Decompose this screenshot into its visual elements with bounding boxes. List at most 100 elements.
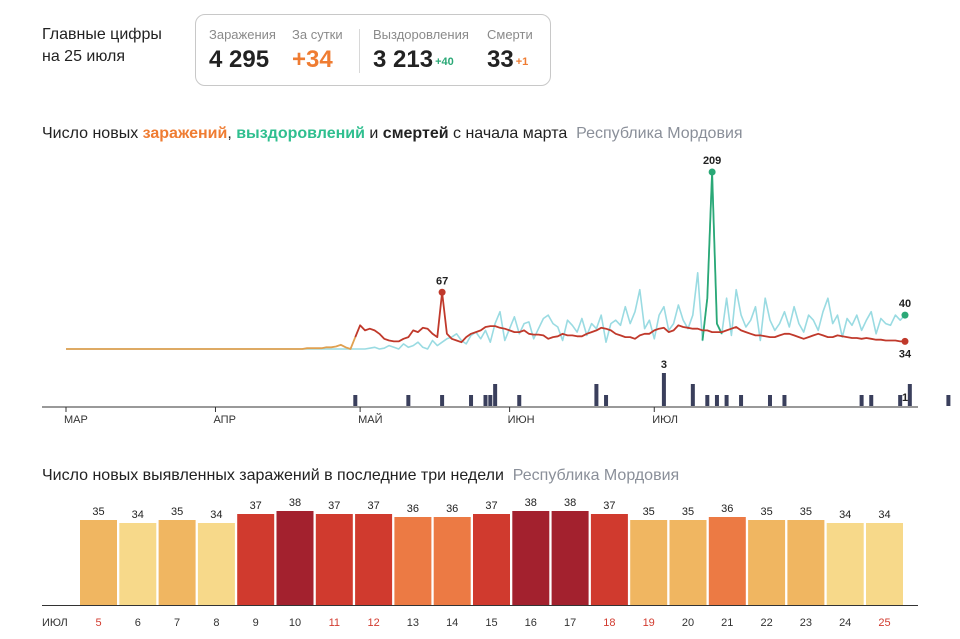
chart2-region: Республика Мордовия [512, 467, 680, 484]
day-bar [826, 523, 864, 605]
stat-recovered-value-row: 3 213 +40 [373, 46, 469, 74]
death-bar [483, 395, 488, 406]
death-bar [488, 395, 493, 406]
bar-value-label: 36 [721, 503, 733, 515]
day-label: 20 [682, 617, 694, 629]
death-bar [898, 395, 903, 406]
day-bar [276, 511, 314, 605]
bar-value-label: 35 [643, 506, 655, 518]
bar-value-label: 38 [289, 497, 301, 509]
day-bar [315, 514, 353, 605]
bar-value-label: 36 [446, 503, 458, 515]
bar-value-label: 35 [800, 506, 812, 518]
chart1-title-suffix: с начала марта [448, 125, 568, 142]
peak-recovered-label: 209 [703, 155, 721, 167]
day-bar [551, 511, 589, 605]
day-bar [158, 520, 196, 605]
infections-line [354, 291, 905, 344]
day-bar [590, 514, 628, 605]
death-bar [493, 384, 498, 406]
day-label: 16 [525, 617, 537, 629]
death-bar [690, 384, 695, 406]
day-bar [708, 517, 746, 605]
last-recovered-dot [901, 311, 909, 319]
death-bar [724, 395, 729, 406]
day-label: 8 [213, 617, 219, 629]
bar-value-label: 38 [525, 497, 537, 509]
stat-daily-label: За сутки [292, 27, 343, 42]
stats-box: Заражения 4 295 За сутки +34 Выздоровлен… [195, 14, 551, 86]
day-bar [433, 517, 471, 605]
death-bar [907, 384, 912, 406]
death-bar [714, 395, 719, 406]
day-label: 12 [367, 617, 379, 629]
chart1-title: Число новых заражений, выздоровлений и с… [42, 125, 743, 143]
last-infections-dot [901, 337, 909, 345]
stat-deaths-delta: +1 [515, 56, 529, 68]
stat-infections: Заражения 4 295 [209, 27, 276, 74]
bar-value-label: 34 [878, 509, 890, 521]
death-bar [782, 395, 787, 406]
day-label: 7 [174, 617, 180, 629]
bar-value-label: 35 [171, 506, 183, 518]
death-bar [661, 373, 666, 406]
death-bar [604, 395, 609, 406]
x-tick-label: МАЙ [358, 413, 382, 426]
chart2-title: Число новых выявленных заражений в после… [42, 467, 679, 485]
day-label: 11 [329, 617, 340, 629]
x-tick-label: МАР [64, 414, 88, 426]
bar-value-label: 36 [407, 503, 419, 515]
peak-infections-label: 67 [436, 275, 448, 287]
stat-infections-value: 4 295 [209, 46, 270, 73]
day-bar [80, 520, 117, 605]
bar-value-label: 37 [328, 500, 340, 512]
day-bar [237, 514, 275, 605]
bar-value-label: 37 [603, 500, 615, 512]
death-bar [739, 395, 744, 406]
last-recovered-label: 40 [899, 298, 911, 310]
infections-early-line [66, 336, 357, 350]
stat-recovered-label: Выздоровления [373, 27, 469, 42]
stat-daily: За сутки +34 [292, 27, 343, 74]
chart1-title-deaths: смертей [382, 125, 449, 142]
day-label: 6 [135, 617, 141, 629]
death-bar [859, 395, 864, 406]
day-label: 13 [407, 617, 419, 629]
chart1-title-infections: заражений [142, 125, 228, 142]
chart2-title-text: Число новых выявленных заражений в после… [42, 467, 504, 484]
bar-value-label: 37 [485, 500, 497, 512]
headline-line2: на 25 июля [42, 48, 126, 65]
day-label: 21 [721, 617, 733, 629]
day-bar [119, 523, 157, 605]
month-label: ИЮЛ [42, 617, 68, 629]
death-bar [594, 384, 599, 406]
last-deaths-label: 1 [902, 392, 908, 404]
day-label: 24 [839, 617, 851, 629]
day-bar [394, 517, 432, 605]
bar-value-label: 35 [682, 506, 694, 518]
day-bar [787, 520, 825, 605]
day-label: 19 [643, 617, 655, 629]
day-label: 18 [603, 617, 615, 629]
day-label: 15 [485, 617, 497, 629]
day-label: 17 [564, 617, 576, 629]
day-bar [669, 520, 707, 605]
day-bar [473, 514, 510, 605]
chart1-title-prefix: Число новых [42, 125, 143, 142]
stat-deaths: Смерти 33 +1 [487, 27, 533, 74]
day-label: 10 [289, 617, 301, 629]
day-label: 9 [253, 617, 259, 629]
death-bar [767, 395, 772, 406]
chart1-title-sep1: , [227, 125, 237, 142]
bar-value-label: 34 [210, 509, 222, 521]
chart1-region: Республика Мордовия [576, 125, 743, 142]
bar-value-label: 34 [839, 509, 851, 521]
bar-value-label: 37 [250, 500, 262, 512]
stat-deaths-value-row: 33 +1 [487, 46, 533, 74]
last-infections-label: 34 [899, 348, 912, 360]
day-bar [355, 514, 393, 605]
death-bar [406, 395, 411, 406]
peak-recovered-dot [708, 168, 716, 176]
